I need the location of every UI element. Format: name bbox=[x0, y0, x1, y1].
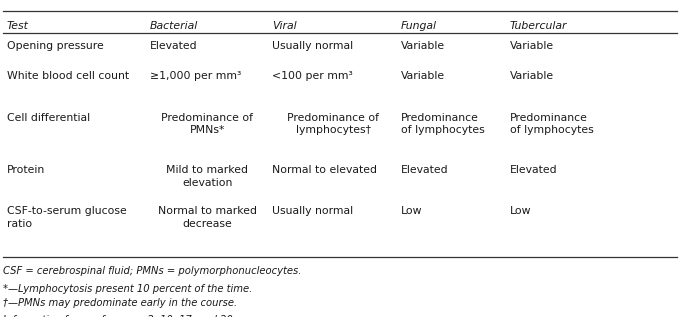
Text: Predominance of
lymphocytes†: Predominance of lymphocytes† bbox=[287, 113, 379, 135]
Text: Protein: Protein bbox=[7, 165, 45, 175]
Text: Predominance
of lymphocytes: Predominance of lymphocytes bbox=[510, 113, 594, 135]
Text: Mild to marked
elevation: Mild to marked elevation bbox=[167, 165, 248, 188]
Text: Usually normal: Usually normal bbox=[272, 41, 353, 51]
Text: Test: Test bbox=[7, 21, 29, 31]
Text: CSF = cerebrospinal fluid; PMNs = polymorphonucleocytes.: CSF = cerebrospinal fluid; PMNs = polymo… bbox=[3, 266, 302, 276]
Text: Variable: Variable bbox=[401, 41, 445, 51]
Text: Opening pressure: Opening pressure bbox=[7, 41, 103, 51]
Text: Usually normal: Usually normal bbox=[272, 206, 353, 216]
Text: Elevated: Elevated bbox=[401, 165, 449, 175]
Text: Predominance
of lymphocytes: Predominance of lymphocytes bbox=[401, 113, 485, 135]
Text: Bacterial: Bacterial bbox=[150, 21, 198, 31]
Text: Information from references 2, 10, 17, and 20.: Information from references 2, 10, 17, a… bbox=[3, 315, 236, 317]
Text: Fungal: Fungal bbox=[401, 21, 437, 31]
Text: Low: Low bbox=[401, 206, 423, 216]
Text: †—PMNs may predominate early in the course.: †—PMNs may predominate early in the cour… bbox=[3, 298, 237, 308]
Text: White blood cell count: White blood cell count bbox=[7, 71, 129, 81]
Text: Elevated: Elevated bbox=[150, 41, 197, 51]
Text: Cell differential: Cell differential bbox=[7, 113, 90, 123]
Text: Viral: Viral bbox=[272, 21, 296, 31]
Text: Variable: Variable bbox=[510, 41, 554, 51]
Text: Variable: Variable bbox=[510, 71, 554, 81]
Text: Normal to elevated: Normal to elevated bbox=[272, 165, 377, 175]
Text: *—Lymphocytosis present 10 percent of the time.: *—Lymphocytosis present 10 percent of th… bbox=[3, 284, 253, 294]
Text: Tubercular: Tubercular bbox=[510, 21, 568, 31]
Text: <100 per mm³: <100 per mm³ bbox=[272, 71, 353, 81]
Text: ≥1,000 per mm³: ≥1,000 per mm³ bbox=[150, 71, 241, 81]
Text: Elevated: Elevated bbox=[510, 165, 558, 175]
Text: Low: Low bbox=[510, 206, 532, 216]
Text: CSF-to-serum glucose
ratio: CSF-to-serum glucose ratio bbox=[7, 206, 126, 229]
Text: Predominance of
PMNs*: Predominance of PMNs* bbox=[161, 113, 254, 135]
Text: Variable: Variable bbox=[401, 71, 445, 81]
Text: Normal to marked
decrease: Normal to marked decrease bbox=[158, 206, 257, 229]
